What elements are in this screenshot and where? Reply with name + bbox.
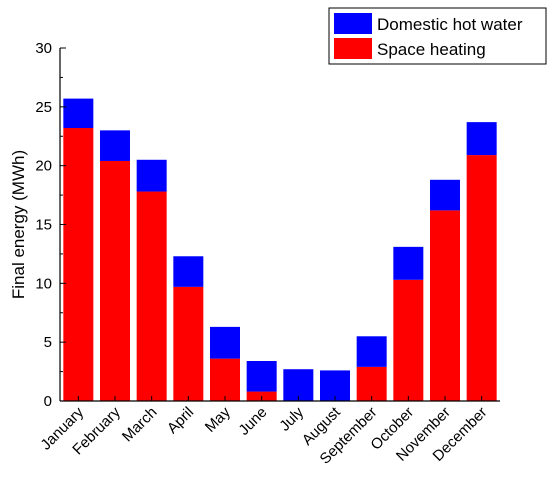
y-tick-label: 15 (35, 217, 52, 234)
bar-space-heating-may (210, 358, 240, 401)
bar-space-heating-march (136, 191, 167, 401)
bar-domestic-hot-water-march (136, 159, 167, 192)
bar-space-heating-february (100, 160, 130, 401)
y-axis-title: Final energy (MWh) (9, 150, 28, 299)
bar-domestic-hot-water-may (210, 326, 240, 359)
y-tick-label: 10 (35, 275, 52, 292)
bar-domestic-hot-water-june (246, 360, 277, 392)
legend-label-domestic-hot-water: Domestic hot water (377, 15, 523, 34)
y-tick-label: 30 (35, 40, 52, 57)
bar-space-heating-september (356, 366, 387, 401)
bar-domestic-hot-water-october (393, 246, 424, 280)
bar-domestic-hot-water-april (173, 256, 204, 287)
y-tick-label: 25 (35, 99, 52, 116)
bar-space-heating-january (63, 128, 94, 401)
x-tick-label-june: June (235, 404, 270, 439)
bar-domestic-hot-water-july (283, 369, 314, 401)
plot-area (63, 98, 497, 401)
legend-label-space-heating: Space heating (377, 40, 486, 59)
y-tick-label: 5 (44, 334, 52, 351)
bar-space-heating-october (393, 279, 424, 401)
y-tick-label: 0 (44, 393, 52, 410)
bar-space-heating-december (466, 155, 497, 401)
bar-domestic-hot-water-february (100, 130, 130, 161)
x-tick-label-july: July (276, 403, 307, 434)
bar-domestic-hot-water-august (320, 370, 350, 401)
y-tick-label: 20 (35, 158, 52, 175)
legend-swatch-domestic-hot-water (334, 13, 372, 34)
bar-domestic-hot-water-january (63, 98, 94, 129)
legend: Domestic hot water Space heating (328, 7, 547, 65)
bar-domestic-hot-water-september (356, 336, 387, 367)
x-tick-label-march: March (119, 404, 160, 445)
bar-domestic-hot-water-december (466, 122, 497, 156)
legend-swatch-space-heating (334, 38, 372, 59)
x-tick-label-may: May (202, 403, 234, 435)
bar-space-heating-april (173, 286, 204, 401)
bar-space-heating-november (430, 210, 460, 401)
x-tick-label-april: April (164, 404, 197, 437)
bar-domestic-hot-water-november (430, 179, 460, 211)
